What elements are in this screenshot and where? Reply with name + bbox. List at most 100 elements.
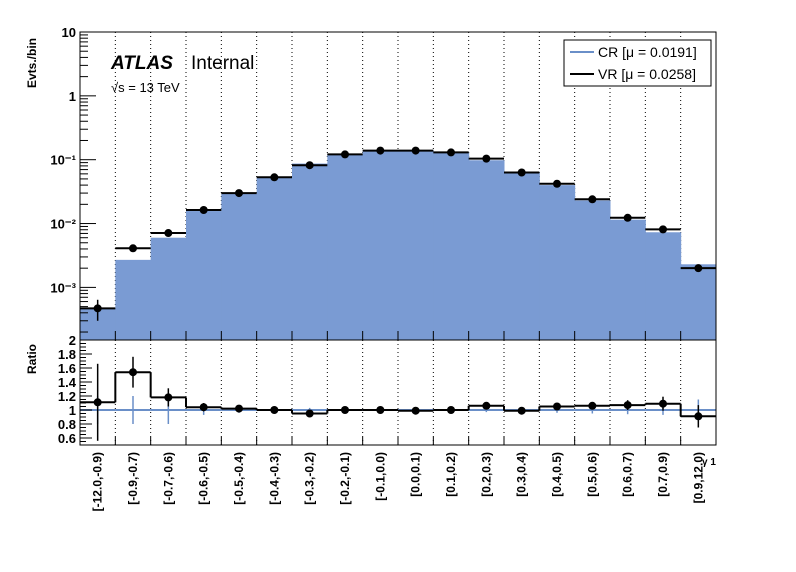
- bottom-x-ticks: [114, 437, 682, 445]
- atlas-label: ATLAS: [110, 53, 173, 74]
- x-category-label: [0.6,0.7): [621, 452, 635, 497]
- bottom-y-tick-label: 1.4: [58, 375, 77, 390]
- x-category-label: [-0.1,0.0): [373, 452, 387, 501]
- vr-point: [623, 213, 632, 222]
- cr-bar: [186, 211, 222, 340]
- x-category-label: [-0.4,-0.3): [267, 452, 281, 505]
- cr-bar: [150, 237, 187, 340]
- x-axis-label: γ 1: [702, 457, 716, 468]
- top-x-ticks: [114, 331, 682, 340]
- legend: CR [μ = 0.0191] VR [μ = 0.0258]: [563, 39, 712, 87]
- vr-ratio-point: [199, 403, 208, 412]
- vr-ratio-point: [482, 401, 491, 410]
- x-category-label: [-0.3,-0.2): [303, 452, 317, 505]
- x-category-label: [0.7,0.9): [656, 452, 670, 497]
- vr-point: [447, 148, 455, 157]
- x-category-label: [0.9,12.0): [691, 452, 705, 503]
- cr-bar: [327, 154, 364, 340]
- x-category-label: [0.1,0.2): [444, 452, 458, 497]
- vr-ratio-point: [305, 409, 314, 418]
- x-category-label: [0.5,0.6): [585, 452, 599, 497]
- vr-point: [659, 225, 667, 234]
- x-category-label: [0.0,0.1): [409, 452, 423, 497]
- vr-point: [129, 244, 137, 253]
- cr-bar: [221, 194, 258, 340]
- vr-point: [305, 161, 314, 170]
- vr-point: [588, 195, 597, 204]
- cr-bar: [115, 259, 152, 340]
- vr-point: [199, 205, 208, 214]
- cr-bar: [398, 150, 434, 340]
- vr-point: [517, 168, 526, 177]
- vr-point: [411, 146, 420, 155]
- bottom-y-tick-label: 0.8: [58, 417, 76, 432]
- x-category-label: [0.3,0.4): [515, 452, 529, 497]
- vr-ratio-point: [588, 401, 597, 410]
- top-y-axis: 10 1 10⁻¹ 10⁻² 10⁻³: [50, 25, 96, 333]
- x-category-label: [0.4,0.5): [550, 452, 564, 497]
- internal-label: Internal: [191, 53, 254, 74]
- bottom-grid: [114, 340, 682, 445]
- x-category-label: [-0.7,-0.6): [161, 452, 175, 505]
- vr-point: [482, 154, 491, 163]
- vr-point: [270, 173, 279, 182]
- cr-bar: [645, 232, 682, 340]
- vr-ratio-point: [623, 401, 632, 410]
- x-category-label: [-12.0,-0.9): [91, 452, 105, 511]
- bottom-y-tick-label: 1.2: [58, 389, 76, 404]
- top-y-tick-label: 10: [62, 25, 76, 40]
- vr-point: [93, 304, 102, 313]
- vr-histogram: [80, 146, 716, 321]
- top-y-tick-label: 10⁻³: [50, 280, 76, 295]
- vr-ratio-point: [164, 393, 173, 402]
- legend-vr-label: VR [μ = 0.0258]: [598, 66, 696, 82]
- x-category-label: [-0.6,-0.5): [197, 452, 211, 505]
- vr-point: [376, 146, 385, 155]
- cr-bar: [362, 150, 399, 340]
- vr-ratio-point: [129, 368, 137, 377]
- vr-ratio-point: [659, 399, 667, 408]
- top-y-tick-label: 10⁻¹: [50, 153, 76, 168]
- cr-bar: [292, 163, 328, 340]
- x-category-label: [-0.2,-0.1): [338, 452, 352, 505]
- vr-point: [341, 150, 349, 159]
- vr-ratio-point: [270, 406, 279, 414]
- bottom-y-tick-label: 2: [69, 333, 76, 348]
- top-y-tick-label: 1: [69, 89, 76, 104]
- top-y-tick-label: 10⁻²: [50, 217, 76, 232]
- vr-point: [694, 264, 703, 273]
- cr-bar: [504, 172, 540, 340]
- vr-ratio-point: [553, 402, 561, 411]
- cr-bar: [256, 177, 293, 340]
- x-category-label: [-0.9,-0.7): [126, 452, 140, 505]
- vr-point: [235, 189, 243, 198]
- bottom-y-tick-label: 1: [69, 403, 76, 418]
- cr-bar: [610, 219, 646, 340]
- vr-ratio: [80, 356, 716, 441]
- vr-point: [164, 229, 173, 238]
- bottom-y-axis-label: Ratio: [25, 344, 39, 374]
- bottom-y-axis: 21.81.61.41.210.80.6: [58, 333, 92, 446]
- legend-box: [563, 39, 712, 87]
- vr-ratio-point: [411, 406, 420, 415]
- vr-ratio-point: [376, 406, 385, 414]
- cr-histogram: [80, 150, 717, 340]
- x-category-labels: [-12.0,-0.9) [-0.9,-0.7) [-0.7,-0.6) [-0.6,…: [91, 452, 706, 511]
- x-category-label: [0.2,0.3): [479, 452, 493, 497]
- cr-bar: [574, 200, 611, 340]
- cr-bar: [539, 185, 576, 340]
- cr-bar: [433, 152, 470, 340]
- bottom-y-tick-label: 0.6: [58, 431, 76, 446]
- vr-ratio-point: [341, 406, 349, 414]
- energy-label: √s = 13 TeV: [111, 80, 180, 95]
- vr-ratio-point: [447, 406, 455, 414]
- legend-cr-label: CR [μ = 0.0191]: [598, 44, 697, 60]
- vr-ratio-point: [93, 398, 102, 407]
- vr-ratio-point: [235, 404, 243, 413]
- x-category-label: [-0.5,-0.4): [232, 452, 246, 505]
- bottom-y-tick-label: 1.8: [58, 347, 76, 362]
- bottom-y-tick-label: 1.6: [58, 361, 76, 376]
- vr-point: [553, 179, 561, 188]
- vr-ratio-point: [694, 412, 703, 421]
